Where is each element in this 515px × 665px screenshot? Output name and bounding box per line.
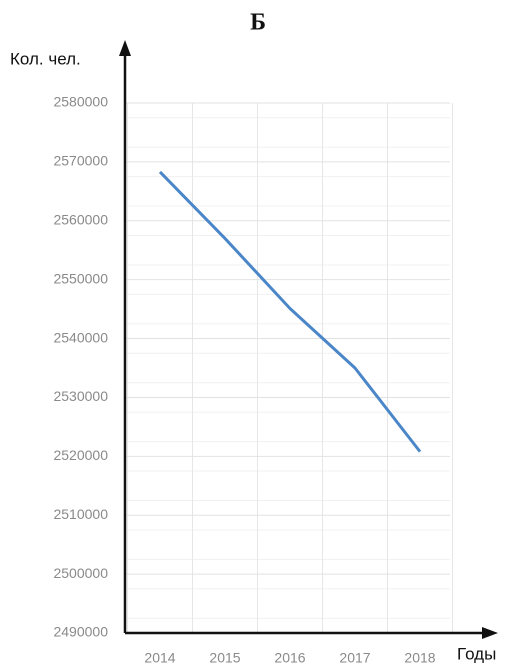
chart-title: Б: [250, 10, 266, 36]
y-tick-label: 2550000: [53, 270, 108, 286]
y-tick-label: 2540000: [53, 329, 108, 345]
y-tick-label: 2510000: [53, 506, 108, 522]
y-axis-arrow: [119, 40, 131, 56]
y-tick-label: 2580000: [53, 94, 108, 110]
x-axis-arrow: [482, 627, 498, 639]
y-tick-label: 2570000: [53, 153, 108, 169]
x-tick-label: 2015: [209, 650, 240, 665]
y-axis-title: Кол. чел.: [10, 49, 81, 68]
x-tick-label: 2016: [274, 650, 305, 665]
x-tick-label: 2014: [144, 650, 175, 665]
y-tick-label: 2520000: [53, 447, 108, 463]
x-tick-label: 2018: [404, 650, 435, 665]
line-series: [158, 170, 422, 453]
y-tick-label: 2530000: [53, 388, 108, 404]
x-tick-label: 2017: [339, 650, 370, 665]
y-tick-label: 2560000: [53, 211, 108, 227]
y-tick-label: 2490000: [53, 624, 108, 640]
x-axis-title: Годы: [457, 644, 496, 663]
y-tick-label: 2500000: [53, 565, 108, 581]
